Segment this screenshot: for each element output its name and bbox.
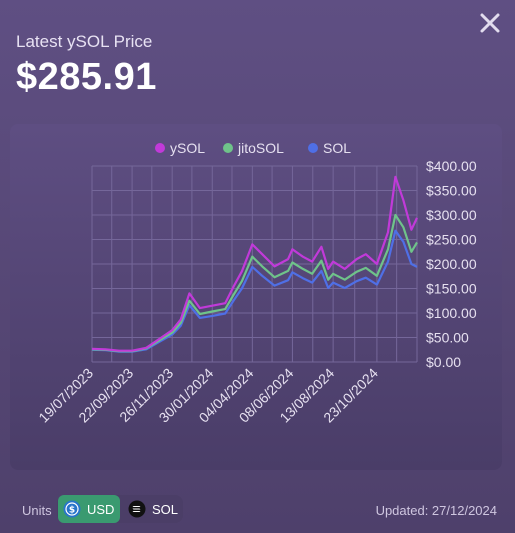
usdc-coin-icon: $ (63, 500, 81, 518)
price-chart: ySOL jitoSOL SOL $0.00 $50.00 $100.00 $150.00… (35, 140, 477, 426)
y-tick-label: $100.00 (426, 305, 477, 321)
chart-series (91, 175, 418, 353)
unit-usd-label: USD (87, 501, 115, 517)
legend-label-sol: SOL (323, 140, 351, 156)
legend-label-ysol: ySOL (170, 140, 205, 156)
legend-marker-ysol (155, 143, 165, 153)
unit-sol-button[interactable]: SOL (123, 495, 181, 523)
latest-price: $285.91 (16, 56, 157, 98)
x-axis-labels: 19/07/202322/09/202326/11/202330/01/2024… (35, 365, 381, 426)
series-line-sol (91, 229, 418, 353)
unit-sol-label: SOL (152, 501, 179, 517)
solana-coin-icon (128, 500, 146, 518)
page-title: Latest ySOL Price (16, 32, 153, 51)
price-chart-card: ySOL jitoSOL SOL $0.00 $50.00 $100.00 $150.00… (10, 124, 502, 470)
y-tick-label: $200.00 (426, 256, 477, 272)
y-axis-labels: $0.00 $50.00 $100.00 $150.00 $200.00 $250.00 $… (426, 158, 477, 370)
legend-label-jitosol: jitoSOL (237, 140, 284, 156)
y-tick-label: $250.00 (426, 232, 477, 248)
series-line-jitosol (91, 213, 418, 353)
y-tick-label: $50.00 (426, 330, 469, 346)
y-tick-label: $0.00 (426, 354, 461, 370)
units-label: Units (22, 503, 52, 518)
y-tick-label: $400.00 (426, 158, 477, 174)
legend-marker-sol (308, 143, 318, 153)
y-tick-label: $150.00 (426, 281, 477, 297)
updated-timestamp: Updated: 27/12/2024 (375, 503, 497, 518)
svg-text:$: $ (69, 506, 75, 516)
y-tick-label: $300.00 (426, 207, 477, 223)
unit-usd-button[interactable]: $ USD (58, 495, 120, 523)
series-line-ysol (91, 175, 418, 352)
legend-marker-jitosol (223, 143, 233, 153)
unit-toggle: $ USD SOL (57, 495, 183, 523)
footer-bar: Units $ USD SOL Updated: 27/12 (0, 490, 515, 530)
chart-legend: ySOL jitoSOL SOL (155, 140, 351, 156)
y-tick-label: $350.00 (426, 183, 477, 199)
close-icon[interactable] (477, 10, 503, 36)
chart-grid (91, 165, 418, 363)
